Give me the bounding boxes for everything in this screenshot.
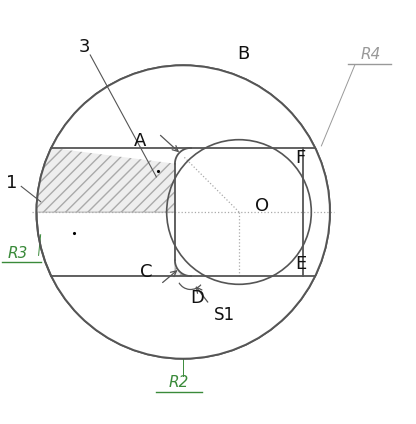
Polygon shape (37, 65, 330, 359)
Text: R3: R3 (8, 246, 28, 261)
Text: R4: R4 (361, 47, 381, 62)
Polygon shape (37, 148, 175, 212)
Text: R2: R2 (169, 375, 189, 390)
Circle shape (37, 65, 330, 359)
Text: B: B (237, 45, 249, 63)
Text: 1: 1 (6, 174, 17, 192)
Text: F: F (295, 149, 305, 167)
Text: D: D (191, 289, 205, 307)
Polygon shape (175, 148, 330, 276)
Text: C: C (140, 263, 152, 281)
Text: E: E (295, 255, 306, 273)
Text: A: A (134, 131, 146, 150)
Polygon shape (51, 65, 315, 148)
Polygon shape (51, 65, 330, 359)
Text: S1: S1 (214, 306, 235, 324)
Text: O: O (255, 197, 269, 215)
Text: 3: 3 (78, 38, 90, 56)
Polygon shape (303, 148, 330, 276)
Polygon shape (51, 276, 315, 359)
